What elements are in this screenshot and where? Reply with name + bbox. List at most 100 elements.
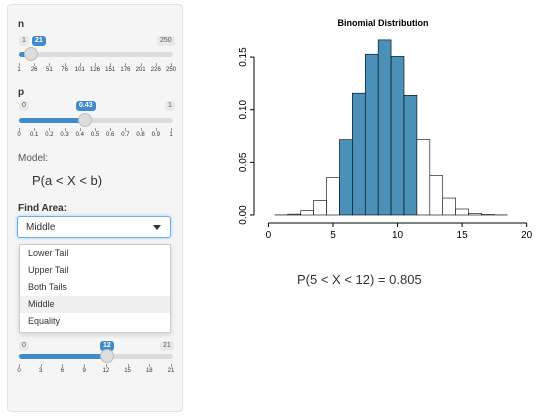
find-area-select[interactable]: Middle — [17, 216, 171, 238]
n-slider-tick-mark — [171, 63, 172, 66]
y-tick-label: 0.10 — [238, 100, 249, 120]
histogram-bar — [390, 56, 405, 216]
x-tick-label: 15 — [457, 230, 469, 241]
p-slider-tick-label: 0 — [17, 132, 21, 138]
p-slider-fill — [19, 118, 86, 123]
range-slider-handle[interactable] — [99, 349, 114, 363]
p-slider-tick-mark — [125, 128, 127, 131]
n-max-badge: 250 — [157, 36, 175, 46]
option-upper-tail[interactable]: Upper Tail — [28, 265, 69, 275]
p-slider-tick-label: 0.7 — [121, 132, 130, 138]
model-formula: P(a < X < b) — [32, 173, 103, 188]
p-slider-tick-mark — [64, 128, 66, 131]
p-min-badge: 0 — [19, 101, 29, 111]
p-slider-tick-mark — [171, 128, 172, 131]
range-slider-tick-label: 12 — [102, 368, 110, 374]
n-value-badge: 21 — [32, 36, 46, 46]
histogram-bar — [429, 175, 444, 216]
p-slider-tick-label: 0.5 — [90, 132, 100, 138]
range-slider-tick-label: 3 — [39, 368, 43, 374]
range-slider-tick-mark — [40, 364, 42, 367]
range-slider-tick-label: 18 — [145, 368, 153, 374]
n-slider-label: n — [18, 19, 25, 30]
p-slider-tick-label: 0.3 — [60, 132, 69, 138]
histogram-bar — [313, 200, 327, 216]
range-slider-tick-mark — [171, 364, 172, 367]
range-slider-tick-label: 21 — [167, 368, 175, 374]
range-slider-tick-mark — [127, 364, 129, 367]
range-slider-tick-label: 6 — [60, 368, 65, 374]
result-text: P(5 < X < 12) = 0.805 — [297, 272, 422, 287]
n-min-badge: 1 — [19, 36, 29, 46]
option-equality[interactable]: Equality — [28, 316, 61, 326]
n-slider-tick-label: 26 — [30, 67, 38, 73]
histogram-bar — [339, 139, 353, 216]
p-slider-tick-label: 0.8 — [136, 132, 145, 138]
n-slider-ticks: 1 26 51 76 101 126 151 176 201 226 250 — [17, 63, 176, 79]
n-slider-tick-label: 176 — [120, 67, 131, 73]
x-tick-label: 20 — [521, 230, 533, 241]
histogram-bar — [352, 92, 366, 216]
n-slider-tick-mark — [19, 63, 20, 66]
p-value-badge: 0.43 — [76, 101, 96, 111]
histogram-bar — [287, 213, 302, 216]
p-slider-tick-label: 0.2 — [45, 132, 54, 138]
y-tick-label: 0.15 — [238, 47, 249, 67]
range-slider-tick-label: 0 — [17, 368, 21, 374]
histogram-bar — [468, 213, 482, 216]
sidebar: n 1 21 250 1 26 51 76 101 126 151 176 201 226 250 … — [7, 4, 183, 412]
range-slider-fill — [19, 354, 107, 359]
histogram-bar — [364, 53, 379, 216]
p-slider-tick-mark — [79, 128, 81, 131]
option-middle[interactable]: Middle — [20, 296, 170, 313]
option-both-tails[interactable]: Both Tails — [28, 282, 67, 292]
range-max-badge: 21 — [160, 341, 174, 351]
histogram-bar — [300, 210, 314, 216]
p-slider-tick-mark — [140, 128, 142, 131]
n-slider-tick-label: 250 — [165, 67, 177, 73]
n-slider-tick-mark — [34, 63, 36, 66]
range-slider-tick-mark — [62, 364, 64, 367]
p-slider-ticks: 0 0.1 0.2 0.3 0.4 0.5 0.6 0.7 0.8 0.9 1 — [17, 128, 173, 144]
histogram-bar — [403, 94, 418, 216]
n-slider-tick-label: 151 — [105, 67, 116, 73]
histogram-bar — [326, 177, 340, 216]
p-slider-tick-label: 0.6 — [106, 132, 115, 138]
n-slider-tick-mark — [110, 63, 112, 66]
p-slider-handle[interactable] — [78, 113, 93, 127]
n-slider-tick-mark — [49, 63, 51, 66]
find-area-dropdown: Lower Tail Upper Tail Both Tails Middle … — [19, 244, 171, 333]
n-slider-tick-mark — [140, 63, 142, 66]
range-slider-tick-mark — [149, 364, 151, 367]
chart-title: Binomial Distribution — [338, 18, 429, 28]
p-slider-tick-mark — [155, 128, 157, 131]
p-slider-tick-label: 0.4 — [75, 132, 84, 138]
p-slider-tick-label: 0.1 — [30, 132, 39, 138]
n-slider-tick-mark — [79, 63, 81, 66]
y-tick-label: 0.05 — [238, 152, 249, 172]
n-slider-tick-label: 76 — [61, 67, 68, 73]
n-slider-tick-mark — [125, 63, 127, 66]
find-area-label: Find Area: — [18, 203, 68, 214]
p-slider-track[interactable] — [19, 118, 173, 123]
n-slider-tick-mark — [155, 63, 157, 66]
n-slider-handle[interactable] — [24, 47, 39, 61]
n-slider-tick-mark — [95, 63, 96, 66]
histogram-bar — [416, 139, 431, 216]
caret-down-icon[interactable] — [153, 225, 161, 230]
n-slider-track[interactable] — [19, 52, 173, 57]
x-tick-label: 5 — [330, 230, 336, 241]
x-tick-label: 0 — [266, 230, 272, 241]
option-lower-tail[interactable]: Lower Tail — [28, 248, 69, 258]
p-slider-tick-mark — [95, 128, 96, 131]
y-tick-label: 0.00 — [238, 205, 249, 225]
range-slider-tick-mark — [105, 364, 107, 367]
p-max-badge: 1 — [165, 101, 175, 111]
range-slider-tick-mark — [19, 364, 20, 367]
x-tick-label: 10 — [392, 230, 404, 241]
p-slider-tick-mark — [34, 128, 36, 131]
histogram-bar — [442, 197, 456, 216]
range-value-badge: 12 — [100, 341, 114, 351]
n-slider-tick-label: 226 — [150, 67, 161, 73]
range-min-badge: 0 — [19, 341, 29, 351]
